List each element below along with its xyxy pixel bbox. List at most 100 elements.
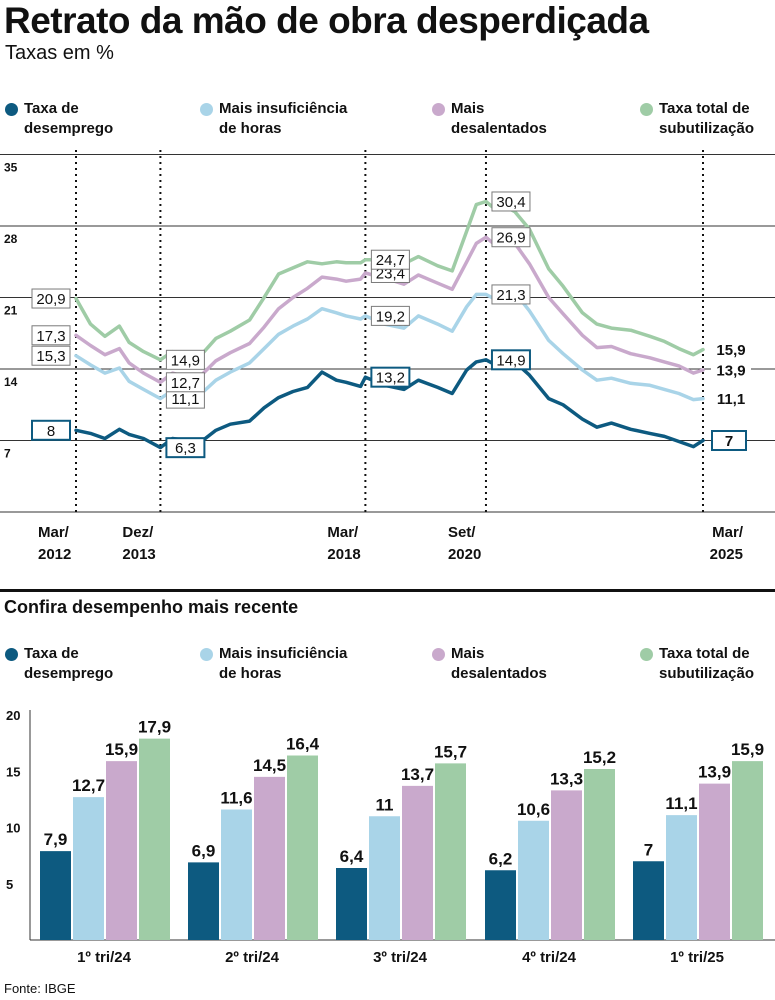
- x-marker-year: 2012: [38, 546, 71, 563]
- legend-label: Mais insuficiência de horas: [219, 644, 347, 684]
- bar-value-label: 13,9: [698, 763, 731, 782]
- value-annotation-insuficiencia: 21,3: [491, 284, 531, 305]
- legend-label-line1: Mais: [451, 100, 485, 117]
- page-title: Retrato da mão de obra desperdiçada: [4, 0, 649, 41]
- bar-desalentados: [699, 783, 730, 940]
- bar-insuficiencia: [221, 809, 252, 940]
- value-annotation-insuficiencia: 19,2: [370, 305, 410, 326]
- value-annotation-insuficiencia: 15,3: [31, 345, 71, 366]
- x-marker-label: Mar/: [712, 524, 744, 541]
- legend-label-line2: desemprego: [24, 665, 114, 682]
- value-annotation-subutilizacao: 30,4: [491, 191, 531, 212]
- bar-value-label: 15,7: [434, 742, 467, 761]
- x-marker-year: 2025: [710, 546, 743, 563]
- legend-label: Mais insuficiência de horas: [219, 99, 347, 139]
- legend-label-line1: Taxa total de: [659, 645, 750, 662]
- bar-desemprego: [633, 861, 664, 940]
- legend-label-line1: Mais insuficiência: [219, 100, 348, 117]
- value-box: [491, 227, 531, 248]
- value-label: 13,2: [376, 370, 405, 387]
- value-label: 7: [725, 433, 733, 450]
- value-annotation-desemprego: 13,2: [370, 366, 411, 388]
- legend-label: Mais desalentados: [451, 99, 547, 139]
- legend-label: Taxa total de subutilização: [659, 644, 754, 684]
- bar-desemprego: [485, 870, 516, 940]
- value-label: 14,9: [496, 352, 525, 369]
- bar-value-label: 17,9: [138, 718, 171, 737]
- bar-subutilizacao: [584, 769, 615, 940]
- value-label: 14,9: [171, 352, 200, 369]
- legend-label-line2: de horas: [219, 665, 282, 682]
- value-annotation-desemprego: 8: [31, 419, 71, 441]
- value-box: [165, 437, 206, 459]
- x-marker-label: Mar/: [38, 524, 70, 541]
- bar-value-label: 15,2: [583, 748, 616, 767]
- bar-insuficiencia: [73, 797, 104, 940]
- bar-desemprego: [336, 868, 367, 940]
- bar-insuficiencia: [369, 816, 400, 940]
- value-label: 6,3: [175, 440, 196, 457]
- value-box: [491, 284, 531, 305]
- value-box: [711, 339, 751, 361]
- value-label: 30,4: [496, 194, 525, 211]
- legend-label-line1: Taxa total de: [659, 100, 750, 117]
- value-box: [711, 388, 751, 410]
- value-annotation-desemprego: 14,9: [490, 349, 531, 371]
- legend-swatch-icon: [200, 103, 213, 116]
- value-label: 15,3: [36, 348, 65, 365]
- legend-label: Mais desalentados: [451, 644, 547, 684]
- x-marker-year: 2013: [122, 546, 155, 563]
- bar-value-label: 6,9: [192, 841, 216, 860]
- bar-desalentados: [106, 761, 137, 940]
- value-label: 13,9: [716, 363, 745, 380]
- value-annotation-subutilizacao: 20,9: [31, 288, 71, 309]
- bar-value-label: 6,2: [489, 849, 513, 868]
- bar-value-label: 11,1: [665, 794, 697, 813]
- value-annotation-insuficiencia: 11,1: [165, 388, 205, 409]
- x-marker-year: 2018: [327, 546, 360, 563]
- legend-label-line2: subutilização: [659, 120, 755, 137]
- legend-label-line2: desemprego: [24, 120, 114, 137]
- legend-label-line2: desalentados: [451, 665, 547, 682]
- legend-swatch-icon: [200, 648, 213, 661]
- value-box: [490, 349, 531, 371]
- legend-label-line1: Taxa de: [24, 645, 79, 662]
- bar-value-label: 13,7: [401, 765, 434, 784]
- value-box: [165, 349, 205, 370]
- bar-desemprego: [40, 851, 71, 940]
- value-annotation-subutilizacao: 24,7: [370, 249, 410, 270]
- value-box: [711, 430, 747, 451]
- value-label: 8: [47, 423, 55, 440]
- value-box: [31, 345, 71, 366]
- legend-swatch-icon: [640, 103, 653, 116]
- value-label: 21,3: [496, 287, 525, 304]
- bar-subutilizacao: [732, 761, 763, 940]
- legend-label-line2: subutilização: [659, 665, 755, 682]
- value-annotation-desemprego: 6,3: [165, 437, 206, 459]
- legend-label: Taxa de desemprego: [24, 99, 113, 139]
- value-label: 11,1: [717, 391, 745, 408]
- value-box: [370, 305, 410, 326]
- y-tick-label: 21: [4, 304, 18, 318]
- value-annotation-desemprego: 7: [711, 430, 747, 451]
- legend-swatch-icon: [5, 648, 18, 661]
- section-divider: [0, 589, 775, 592]
- category-label: 1º tri/24: [77, 949, 131, 966]
- bar-subutilizacao: [287, 755, 318, 940]
- value-label: 26,9: [496, 230, 525, 247]
- bar-subutilizacao: [139, 738, 170, 940]
- category-label: 1º tri/25: [670, 949, 724, 966]
- bar-insuficiencia: [666, 815, 697, 940]
- value-label: 17,3: [36, 328, 65, 345]
- value-box: [165, 372, 205, 393]
- legend-label-line2: de horas: [219, 120, 282, 137]
- bar-value-label: 7: [644, 840, 653, 859]
- category-label: 3º tri/24: [373, 949, 427, 966]
- bar-desalentados: [402, 785, 433, 940]
- value-label: 12,7: [171, 375, 200, 392]
- legend-swatch-icon: [432, 648, 445, 661]
- bar-desalentados: [551, 790, 582, 940]
- bar-desalentados: [254, 776, 285, 940]
- y-tick-label: 15: [6, 764, 20, 779]
- legend-swatch-icon: [432, 103, 445, 116]
